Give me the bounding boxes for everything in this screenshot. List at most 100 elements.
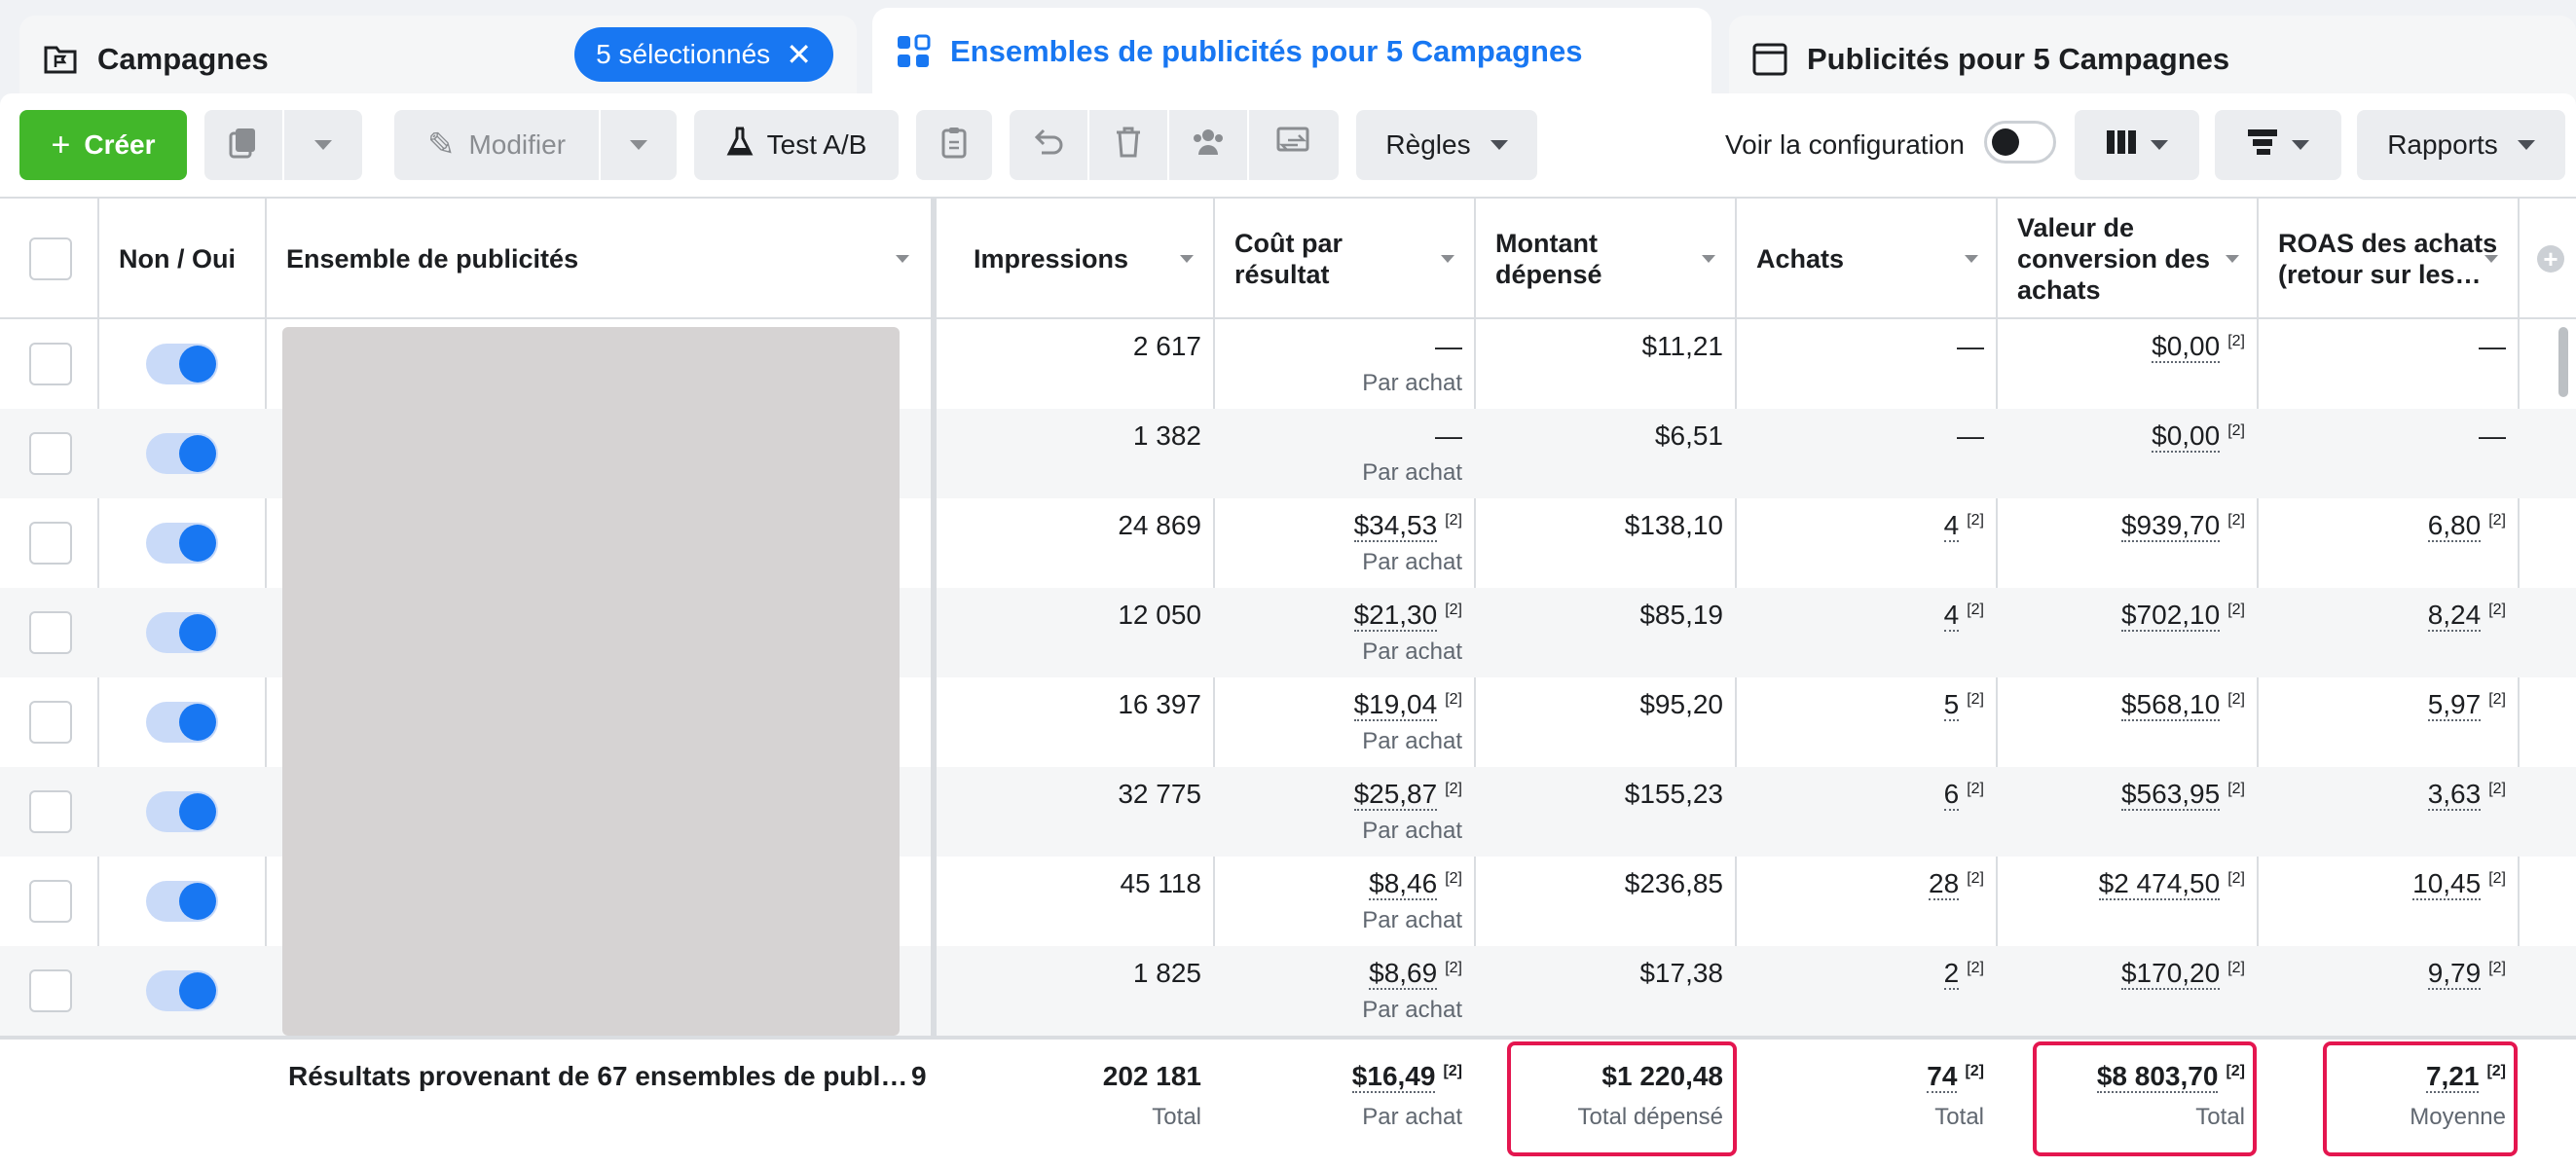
adset-toggle[interactable]	[146, 523, 218, 564]
highlight-roas	[2323, 1041, 2518, 1156]
row-checkbox[interactable]	[29, 701, 72, 744]
cell-purchases: —	[1957, 420, 1984, 452]
cell-value: $170,20	[2120, 958, 2221, 990]
view-setup-toggle[interactable]	[1984, 121, 2056, 164]
col-impressions[interactable]: Impressions	[974, 244, 1129, 274]
divider	[1996, 197, 1998, 1168]
adset-toggle[interactable]	[146, 344, 218, 384]
per-purchase-label: Par achat	[1362, 907, 1462, 933]
reports-label: Rapports	[2387, 129, 2498, 160]
cell-spent: $17,38	[1639, 958, 1723, 989]
cell-roas: —	[2479, 420, 2506, 452]
columns-button[interactable]	[2075, 110, 2199, 180]
divider	[2518, 197, 2520, 1168]
col-roas[interactable]: ROAS des achats (retour sur les…	[2278, 229, 2498, 289]
table-row[interactable]: 2 617 — Par achat $11,21 — $0,00 [2] —	[0, 319, 2576, 409]
cell-value: 1 382	[1132, 420, 1201, 451]
sort-icon[interactable]	[896, 255, 909, 263]
footer-cpr-ref: [2]	[1443, 1063, 1462, 1079]
col-purchases[interactable]: Achats	[1756, 244, 1845, 274]
sort-icon[interactable]	[1702, 255, 1715, 263]
vertical-scrollbar[interactable]	[2558, 327, 2568, 397]
table-row[interactable]: 24 869 $34,53 [2] Par achat $138,10 4 [2] $939,…	[0, 498, 2576, 588]
footer-roas-value: 7,21	[2425, 1061, 2480, 1093]
footer-spent: $1 220,48	[1601, 1061, 1723, 1091]
rules-button[interactable]: Règles	[1356, 110, 1537, 180]
edit-button[interactable]: ✎ Modifier	[394, 110, 599, 180]
delete-button[interactable]	[1089, 110, 1167, 180]
edit-dropdown[interactable]	[601, 110, 677, 180]
adset-toggle[interactable]	[146, 881, 218, 922]
cell-roas: —	[2479, 331, 2506, 362]
cell-spent: $236,85	[1625, 868, 1723, 899]
cell-roas: 3,63 [2]	[2427, 779, 2506, 811]
table-row[interactable]: 45 118 $8,46 [2] Par achat $236,85 28 [2] $2 47…	[0, 857, 2576, 946]
sort-icon[interactable]	[2484, 255, 2498, 263]
col-amount-spent[interactable]: Montant dépensé	[1495, 229, 1602, 289]
footer-cpr-value: $16,49	[1351, 1061, 1436, 1093]
cell-value: 8,24	[2427, 600, 2482, 632]
row-checkbox[interactable]	[29, 790, 72, 833]
adsets-table: Non / Oui Ensemble de publicités Impress…	[0, 197, 2576, 1168]
ref-marker: [2]	[1445, 691, 1462, 708]
ab-test-button[interactable]: Test A/B	[694, 110, 899, 180]
col-adset[interactable]: Ensemble de publicités	[286, 244, 579, 274]
duplicate-dropdown[interactable]	[284, 110, 362, 180]
footer-label: Résultats provenant de 67 ensembles de p…	[288, 1061, 911, 1091]
sort-icon[interactable]	[1441, 255, 1454, 263]
create-button[interactable]: + Créer	[19, 110, 187, 180]
row-checkbox[interactable]	[29, 969, 72, 1012]
adset-toggle[interactable]	[146, 791, 218, 832]
audience-button[interactable]	[1169, 110, 1247, 180]
adset-toggle[interactable]	[146, 702, 218, 743]
breakdown-button[interactable]	[2215, 110, 2341, 180]
ad-page-icon	[1752, 42, 1787, 77]
sort-icon[interactable]	[1180, 255, 1194, 263]
clipboard-button[interactable]	[916, 110, 992, 180]
row-checkbox[interactable]	[29, 522, 72, 565]
ref-marker: [2]	[2488, 691, 2506, 708]
sort-icon[interactable]	[1965, 255, 1978, 263]
adset-toggle[interactable]	[146, 612, 218, 653]
selected-chip[interactable]: 5 sélectionnés ✕	[574, 27, 833, 82]
footer-conv-value: $8 803,70 [2]	[2096, 1061, 2245, 1093]
tab-campaigns[interactable]: Campagnes 5 sélectionnés ✕	[19, 16, 857, 103]
row-checkbox[interactable]	[29, 432, 72, 475]
ref-marker: [2]	[2227, 960, 2245, 976]
select-all-checkbox[interactable]	[29, 237, 72, 280]
ref-marker: [2]	[1445, 870, 1462, 887]
frozen-column-divider[interactable]	[931, 197, 937, 1168]
cell-value: $95,20	[1639, 689, 1723, 719]
row-checkbox[interactable]	[29, 343, 72, 385]
ref-marker: [2]	[1445, 512, 1462, 529]
col-onoff[interactable]: Non / Oui	[119, 244, 236, 274]
add-column-icon[interactable]: +	[2537, 245, 2564, 273]
row-checkbox[interactable]	[29, 880, 72, 923]
per-purchase-label: Par achat	[1362, 639, 1462, 665]
undo-button[interactable]	[1010, 110, 1087, 180]
row-checkbox[interactable]	[29, 611, 72, 654]
cell-cpr: —	[1435, 331, 1462, 362]
col-cost-per-result[interactable]: Coût par résultat	[1234, 229, 1343, 289]
table-row[interactable]: 16 397 $19,04 [2] Par achat $95,20 5 [2] $568,1…	[0, 677, 2576, 767]
sort-icon[interactable]	[2226, 255, 2239, 263]
share-button[interactable]	[1249, 110, 1339, 180]
cell-spent: $85,19	[1639, 600, 1723, 631]
divider	[1474, 197, 1476, 1168]
tab-ads[interactable]: Publicités pour 5 Campagnes	[1729, 16, 2576, 103]
cell-impressions: 16 397	[1118, 689, 1201, 720]
close-icon[interactable]: ✕	[786, 37, 812, 72]
footer-cpr-sub: Par achat	[1362, 1104, 1462, 1130]
tab-adsets[interactable]: Ensembles de publicités pour 5 Campagnes	[872, 8, 1711, 95]
duplicate-button[interactable]	[204, 110, 282, 180]
cell-value: $236,85	[1624, 868, 1723, 898]
adset-toggle[interactable]	[146, 970, 218, 1011]
adset-toggle[interactable]	[146, 433, 218, 474]
chevron-down-icon	[314, 140, 332, 150]
cell-value: $21,30	[1353, 600, 1438, 632]
cell-conv-value: $568,10 [2]	[2120, 689, 2245, 721]
reports-button[interactable]: Rapports	[2357, 110, 2565, 180]
cell-value: 5,97	[2427, 689, 2482, 721]
col-conversion-value[interactable]: Valeur de conversion des achats	[2017, 213, 2211, 305]
cell-conv-value: $0,00 [2]	[2152, 420, 2245, 453]
